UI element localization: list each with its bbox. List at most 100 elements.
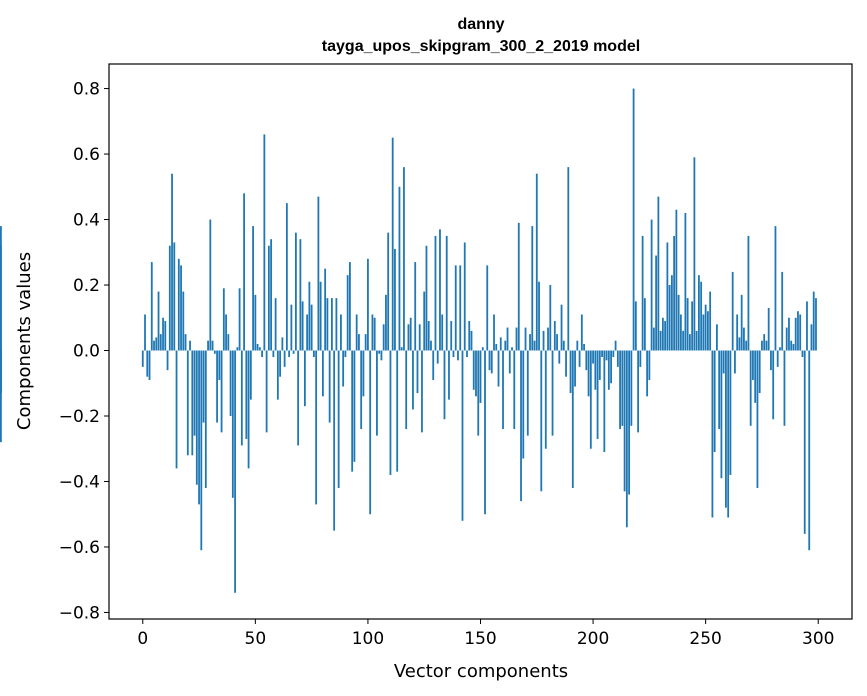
- y-axis-label: Components values: [14, 252, 35, 430]
- bar: [308, 281, 311, 351]
- bar: [202, 350, 205, 423]
- bar: [285, 203, 288, 351]
- bar: [207, 340, 209, 351]
- bar: [756, 350, 759, 489]
- y-tick-label: 0.2: [73, 276, 100, 296]
- bar: [326, 298, 329, 351]
- bar: [382, 324, 385, 351]
- bar: [459, 265, 462, 351]
- bar: [589, 350, 592, 449]
- bar: [727, 350, 730, 518]
- bar: [806, 301, 808, 351]
- bar: [360, 350, 363, 430]
- bar: [461, 350, 464, 521]
- bar: [664, 321, 667, 351]
- bar: [229, 350, 232, 416]
- bar: [740, 294, 743, 351]
- bar: [499, 337, 502, 351]
- bar: [256, 343, 259, 351]
- bar: [551, 350, 554, 436]
- bar: [409, 317, 412, 351]
- bar: [520, 350, 522, 502]
- bar: [457, 350, 459, 361]
- bar: [358, 334, 360, 351]
- bar: [400, 347, 403, 351]
- bar: [522, 350, 525, 459]
- bar: [657, 196, 660, 351]
- bar: [272, 350, 275, 358]
- bar: [707, 311, 709, 351]
- bar: [270, 239, 273, 351]
- bar: [310, 304, 313, 351]
- chart-title: danny: [457, 16, 504, 33]
- bar: [569, 350, 572, 394]
- bar: [443, 350, 446, 420]
- bar: [452, 350, 455, 358]
- bar: [0, 245, 2, 351]
- bar: [387, 232, 390, 351]
- bar: [673, 235, 676, 351]
- bar: [222, 288, 225, 351]
- bar: [761, 340, 763, 351]
- bar: [675, 209, 678, 351]
- bar: [472, 350, 475, 390]
- bar: [378, 350, 381, 354]
- x-tick-label: 0: [137, 629, 148, 649]
- bar: [578, 350, 581, 367]
- bar: [315, 350, 318, 505]
- bar: [279, 350, 282, 377]
- bar: [799, 314, 802, 351]
- bar: [204, 350, 207, 489]
- bar: [261, 350, 263, 358]
- bar: [767, 307, 770, 351]
- bar: [526, 350, 529, 436]
- bar: [691, 301, 694, 351]
- bar: [497, 350, 500, 387]
- y-tick-label: 0.4: [73, 211, 100, 231]
- bar: [619, 350, 621, 430]
- bar: [774, 226, 777, 351]
- bar: [758, 350, 761, 394]
- bar: [186, 350, 189, 456]
- bar: [425, 245, 428, 351]
- bar: [567, 167, 570, 351]
- bar: [247, 350, 250, 469]
- bar: [195, 350, 198, 485]
- bar: [488, 350, 491, 371]
- bar: [317, 196, 320, 351]
- bar: [592, 350, 594, 364]
- bar: [783, 350, 786, 426]
- bar: [625, 350, 628, 528]
- bar: [477, 350, 480, 436]
- bar: [770, 350, 772, 371]
- bar: [258, 347, 261, 351]
- bar: [394, 249, 396, 351]
- bar: [211, 340, 214, 351]
- bar: [643, 298, 646, 351]
- bar: [353, 350, 356, 462]
- bar: [666, 242, 669, 351]
- bar: [427, 321, 430, 351]
- bar: [468, 321, 471, 351]
- bar: [684, 212, 687, 351]
- bar: [166, 350, 169, 371]
- bar: [213, 350, 216, 354]
- bar: [148, 350, 151, 380]
- x-tick-label: 300: [802, 629, 834, 649]
- bar: [450, 321, 453, 351]
- bar: [299, 239, 302, 351]
- bar: [650, 219, 653, 351]
- bar: [445, 235, 448, 351]
- bar: [788, 317, 790, 351]
- bar: [628, 350, 630, 495]
- bar: [495, 343, 498, 351]
- bar: [533, 340, 536, 351]
- bar: [418, 324, 421, 351]
- bar: [254, 294, 257, 351]
- bar: [321, 350, 324, 397]
- bar: [535, 173, 538, 351]
- bar: [416, 350, 419, 394]
- bar: [776, 350, 779, 367]
- bar: [249, 350, 252, 400]
